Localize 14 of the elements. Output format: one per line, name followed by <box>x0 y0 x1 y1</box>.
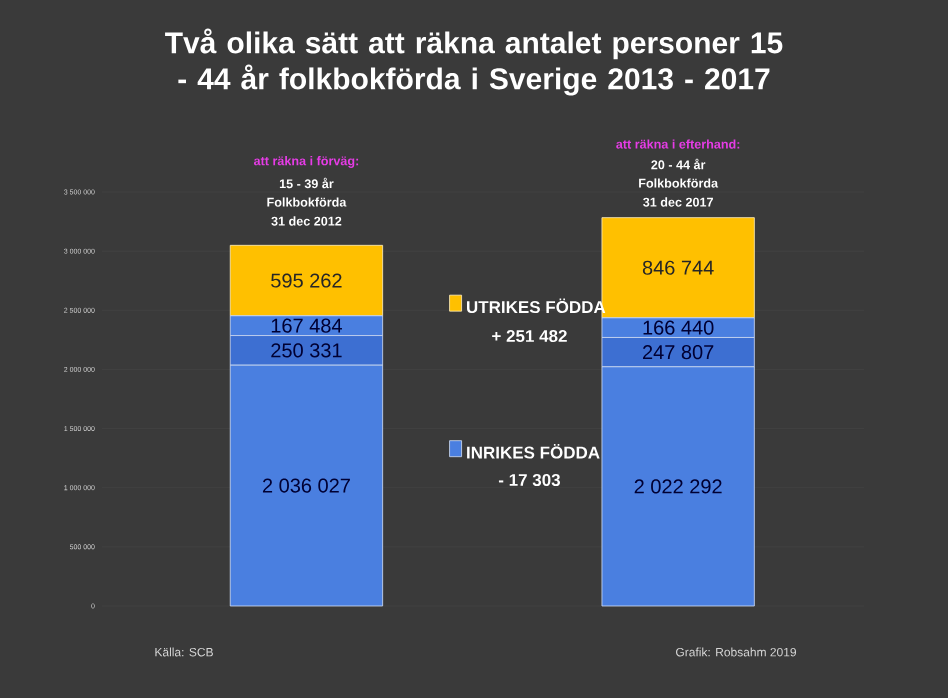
data-label: 247 807 <box>643 345 714 360</box>
data-label: 595 262 <box>271 273 342 288</box>
data-label: 166 440 <box>643 320 714 335</box>
chart-title: Två olika sätt att räkna antalet personer 15 - 44 år folkbokförda i Sverige 2013 - 2017 <box>165 28 783 96</box>
data-label: 2 036 027 <box>262 478 350 493</box>
bar <box>229 244 384 317</box>
bar <box>601 217 755 319</box>
data-label: 250 331 <box>271 343 342 358</box>
legend-label: INRIKES FÖDDA <box>467 443 600 459</box>
data-label: 2 022 292 <box>634 479 722 494</box>
annotation: - 17 303 <box>498 473 561 487</box>
data-label: 167 484 <box>271 318 342 333</box>
annotation: + 251 482 <box>492 330 567 343</box>
data-label: 846 744 <box>642 260 714 275</box>
